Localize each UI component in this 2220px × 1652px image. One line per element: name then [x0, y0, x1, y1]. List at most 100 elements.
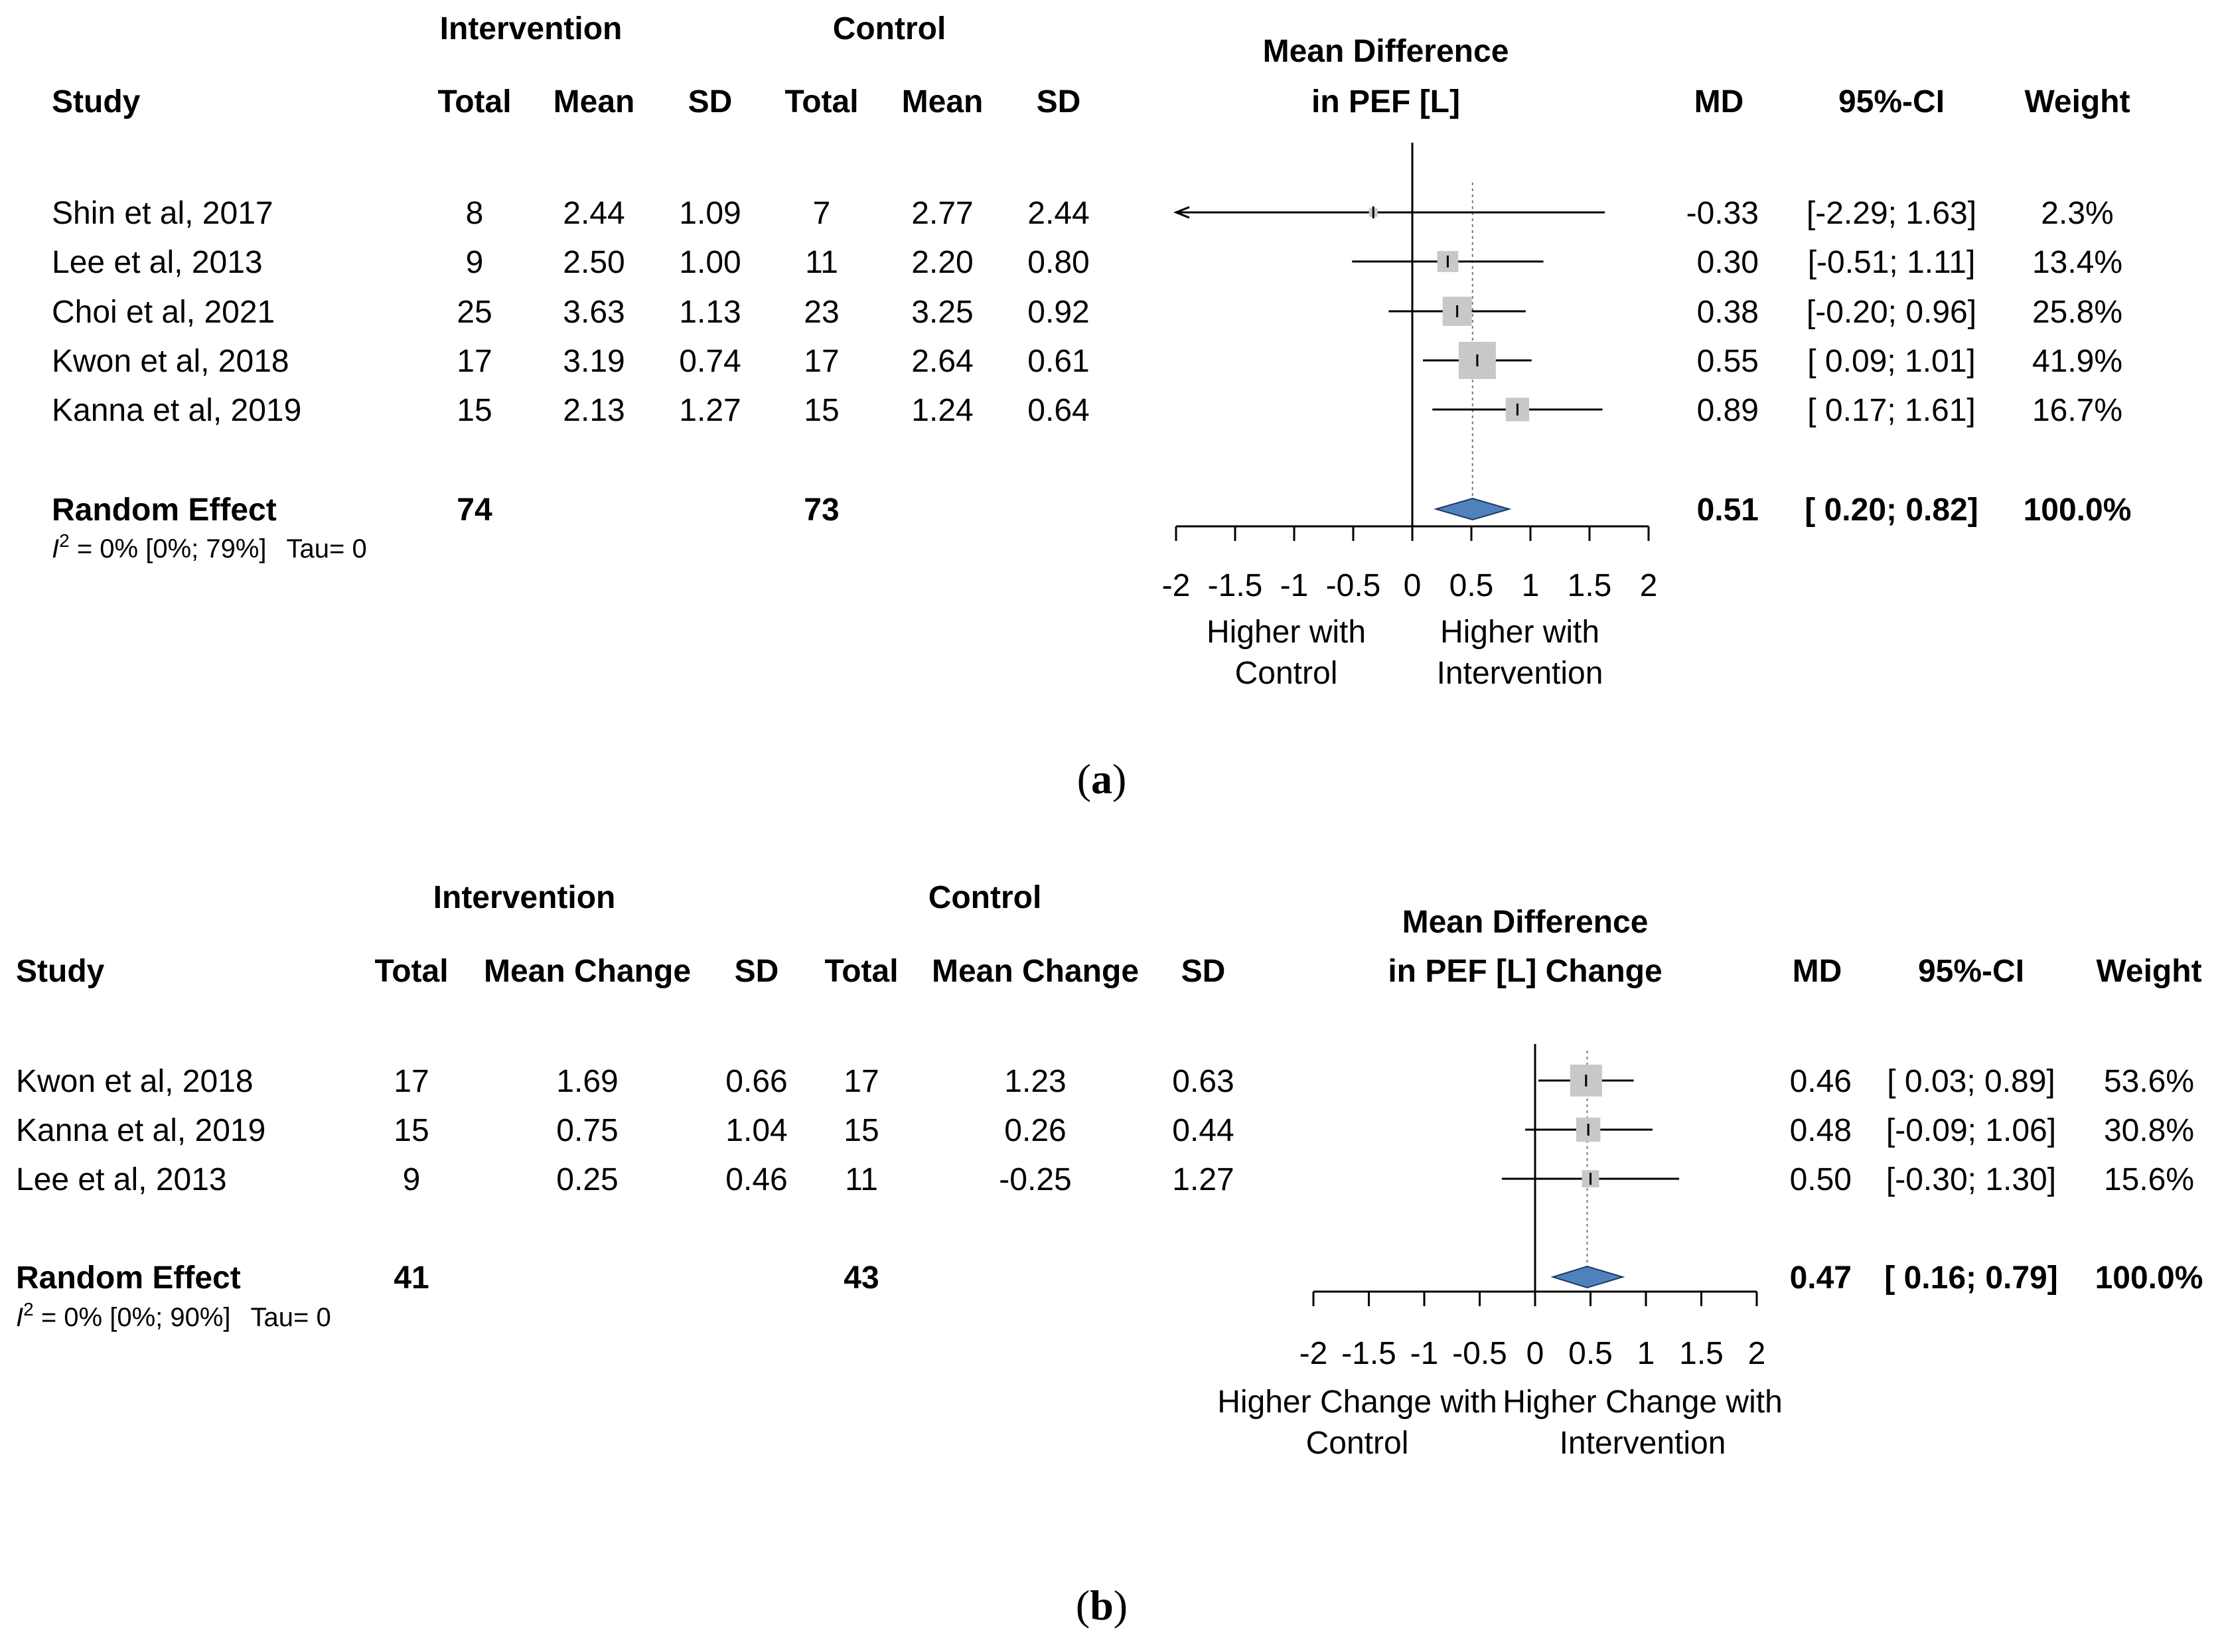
column-header-control-total: Total	[784, 84, 858, 119]
favours-intervention-label-line-2: Intervention	[1560, 1426, 1726, 1461]
x-axis-tick-label: -0.5	[1452, 1336, 1507, 1371]
study-intervention-sd: 1.27	[679, 393, 741, 428]
study-intervention-mean: 1.69	[556, 1064, 618, 1099]
pooled-control-total: 73	[804, 492, 839, 528]
study-intervention-mean: 3.63	[563, 295, 625, 330]
study-control-total: 11	[805, 245, 838, 280]
study-intervention-mean: 3.19	[563, 344, 625, 379]
study-md-value: 0.46	[1790, 1064, 1852, 1099]
favours-intervention-label-line-1: Higher Change with	[1503, 1385, 1783, 1420]
study-weight-value: 16.7%	[2032, 393, 2122, 428]
i-squared-value: = 0% [0%; 79%]	[70, 534, 267, 563]
study-weight-value: 30.8%	[2104, 1113, 2194, 1148]
study-control-mean: 0.26	[1004, 1113, 1066, 1148]
study-ci-value: [ 0.03; 0.89]	[1887, 1064, 2055, 1099]
study-intervention-total: 25	[457, 295, 492, 330]
heterogeneity-stats: I2 = 0% [0%; 90%] Tau= 0	[16, 1299, 331, 1332]
x-axis-tick-label: 2	[1640, 568, 1658, 603]
study-control-mean: 2.77	[911, 196, 973, 231]
x-axis-tick-label: 1.5	[1679, 1336, 1724, 1371]
favours-control-label-line-1: Higher with	[1207, 615, 1366, 650]
pooled-weight-value: 100.0%	[2024, 492, 2132, 528]
column-header-control-sd: SD	[1181, 954, 1226, 989]
column-header-control-mean: Mean Change	[932, 954, 1139, 989]
plot-title-line-2: in PEF [L]	[1311, 84, 1460, 119]
pooled-intervention-total: 74	[457, 492, 492, 528]
panel-label-close: )	[1114, 1582, 1128, 1629]
study-ci-value: [-2.29; 1.63]	[1807, 196, 1976, 231]
panel-label-open: (	[1077, 755, 1091, 802]
pooled-ci-value: [ 0.20; 0.82]	[1805, 492, 1978, 528]
panel-label-close: )	[1112, 755, 1126, 802]
study-weight-value: 41.9%	[2032, 344, 2122, 379]
column-header-control-total: Total	[824, 954, 898, 989]
study-control-sd: 0.80	[1027, 245, 1089, 280]
x-axis-tick-label: -1	[1410, 1336, 1439, 1371]
favours-intervention-label-line-1: Higher with	[1440, 615, 1599, 650]
favours-control-label-line-2: Control	[1235, 656, 1338, 691]
study-control-mean: 1.24	[911, 393, 973, 428]
x-axis-tick-label: -0.5	[1326, 568, 1381, 603]
study-control-sd: 2.44	[1027, 196, 1089, 231]
pooled-md-value: 0.51	[1697, 492, 1759, 528]
pooled-diamond	[1434, 497, 1512, 521]
study-weight-value: 25.8%	[2032, 295, 2122, 330]
tau-value: Tau= 0	[251, 1303, 331, 1332]
study-control-mean: 2.20	[911, 245, 973, 280]
study-ci-value: [-0.51; 1.11]	[1808, 245, 1976, 280]
i-squared-symbol: I	[52, 534, 59, 563]
study-control-sd: 0.63	[1172, 1064, 1234, 1099]
study-md-value: 0.48	[1790, 1113, 1852, 1148]
x-axis-tick-label: 0.5	[1449, 568, 1494, 603]
pooled-md-value: 0.47	[1790, 1260, 1852, 1296]
study-intervention-total: 9	[466, 245, 484, 280]
study-md-value: -0.33	[1686, 196, 1759, 231]
study-weight-value: 15.6%	[2104, 1162, 2194, 1197]
favours-intervention-label-line-2: Intervention	[1437, 656, 1603, 691]
study-weight-value: 13.4%	[2032, 245, 2122, 280]
x-axis-tick-label: 1	[1637, 1336, 1655, 1371]
x-axis-tick-label: 1	[1522, 568, 1540, 603]
study-control-mean: 3.25	[911, 295, 973, 330]
x-axis-tick-label: 0	[1404, 568, 1422, 603]
study-intervention-total: 8	[466, 196, 484, 231]
study-control-total: 15	[804, 393, 839, 428]
study-intervention-sd: 0.46	[725, 1162, 787, 1197]
x-axis-tick-label: 2	[1748, 1336, 1766, 1371]
study-control-sd: 0.92	[1027, 295, 1089, 330]
column-header-md: MD	[1793, 954, 1842, 989]
study-name: Lee et al, 2013	[52, 245, 263, 280]
pooled-ci-value: [ 0.16; 0.79]	[1884, 1260, 2057, 1296]
x-axis-tick-label: 0	[1526, 1336, 1544, 1371]
column-header-ci: 95%-CI	[1918, 954, 2024, 989]
study-control-mean: 2.64	[911, 344, 973, 379]
study-intervention-mean: 2.13	[563, 393, 625, 428]
forest-panel-a: Intervention Control Study Total Mean SD Total…	[52, 11, 2131, 802]
study-intervention-mean: 0.75	[556, 1113, 618, 1148]
panel-label: (a)	[1077, 755, 1127, 802]
study-intervention-total: 17	[394, 1064, 429, 1099]
favours-control-label-line-1: Higher Change with	[1217, 1385, 1497, 1420]
x-axis-tick-label: -2	[1299, 1336, 1328, 1371]
study-ci-value: [-0.30; 1.30]	[1886, 1162, 2056, 1197]
study-weight-value: 2.3%	[2041, 196, 2113, 231]
study-control-total: 23	[804, 295, 839, 330]
study-weight-value: 53.6%	[2104, 1064, 2194, 1099]
heterogeneity-stats: I2 = 0% [0%; 79%] Tau= 0	[52, 530, 367, 563]
panel-label-letter: b	[1090, 1582, 1114, 1629]
plot-title-line-2: in PEF [L] Change	[1388, 954, 1662, 989]
study-name: Choi et al, 2021	[52, 295, 275, 330]
pooled-weight-value: 100.0%	[2095, 1260, 2203, 1296]
study-ci-value: [ 0.09; 1.01]	[1807, 344, 1976, 379]
group-header-intervention: Intervention	[433, 880, 616, 915]
study-control-sd: 0.44	[1172, 1113, 1234, 1148]
study-md-value: 0.89	[1697, 393, 1759, 428]
study-intervention-sd: 0.66	[725, 1064, 787, 1099]
study-control-mean: -0.25	[999, 1162, 1071, 1197]
favours-control-label-line-2: Control	[1306, 1426, 1409, 1461]
study-intervention-mean: 2.50	[563, 245, 625, 280]
i-squared-exponent: 2	[59, 530, 70, 551]
column-header-study: Study	[16, 954, 105, 989]
study-name: Shin et al, 2017	[52, 196, 273, 231]
